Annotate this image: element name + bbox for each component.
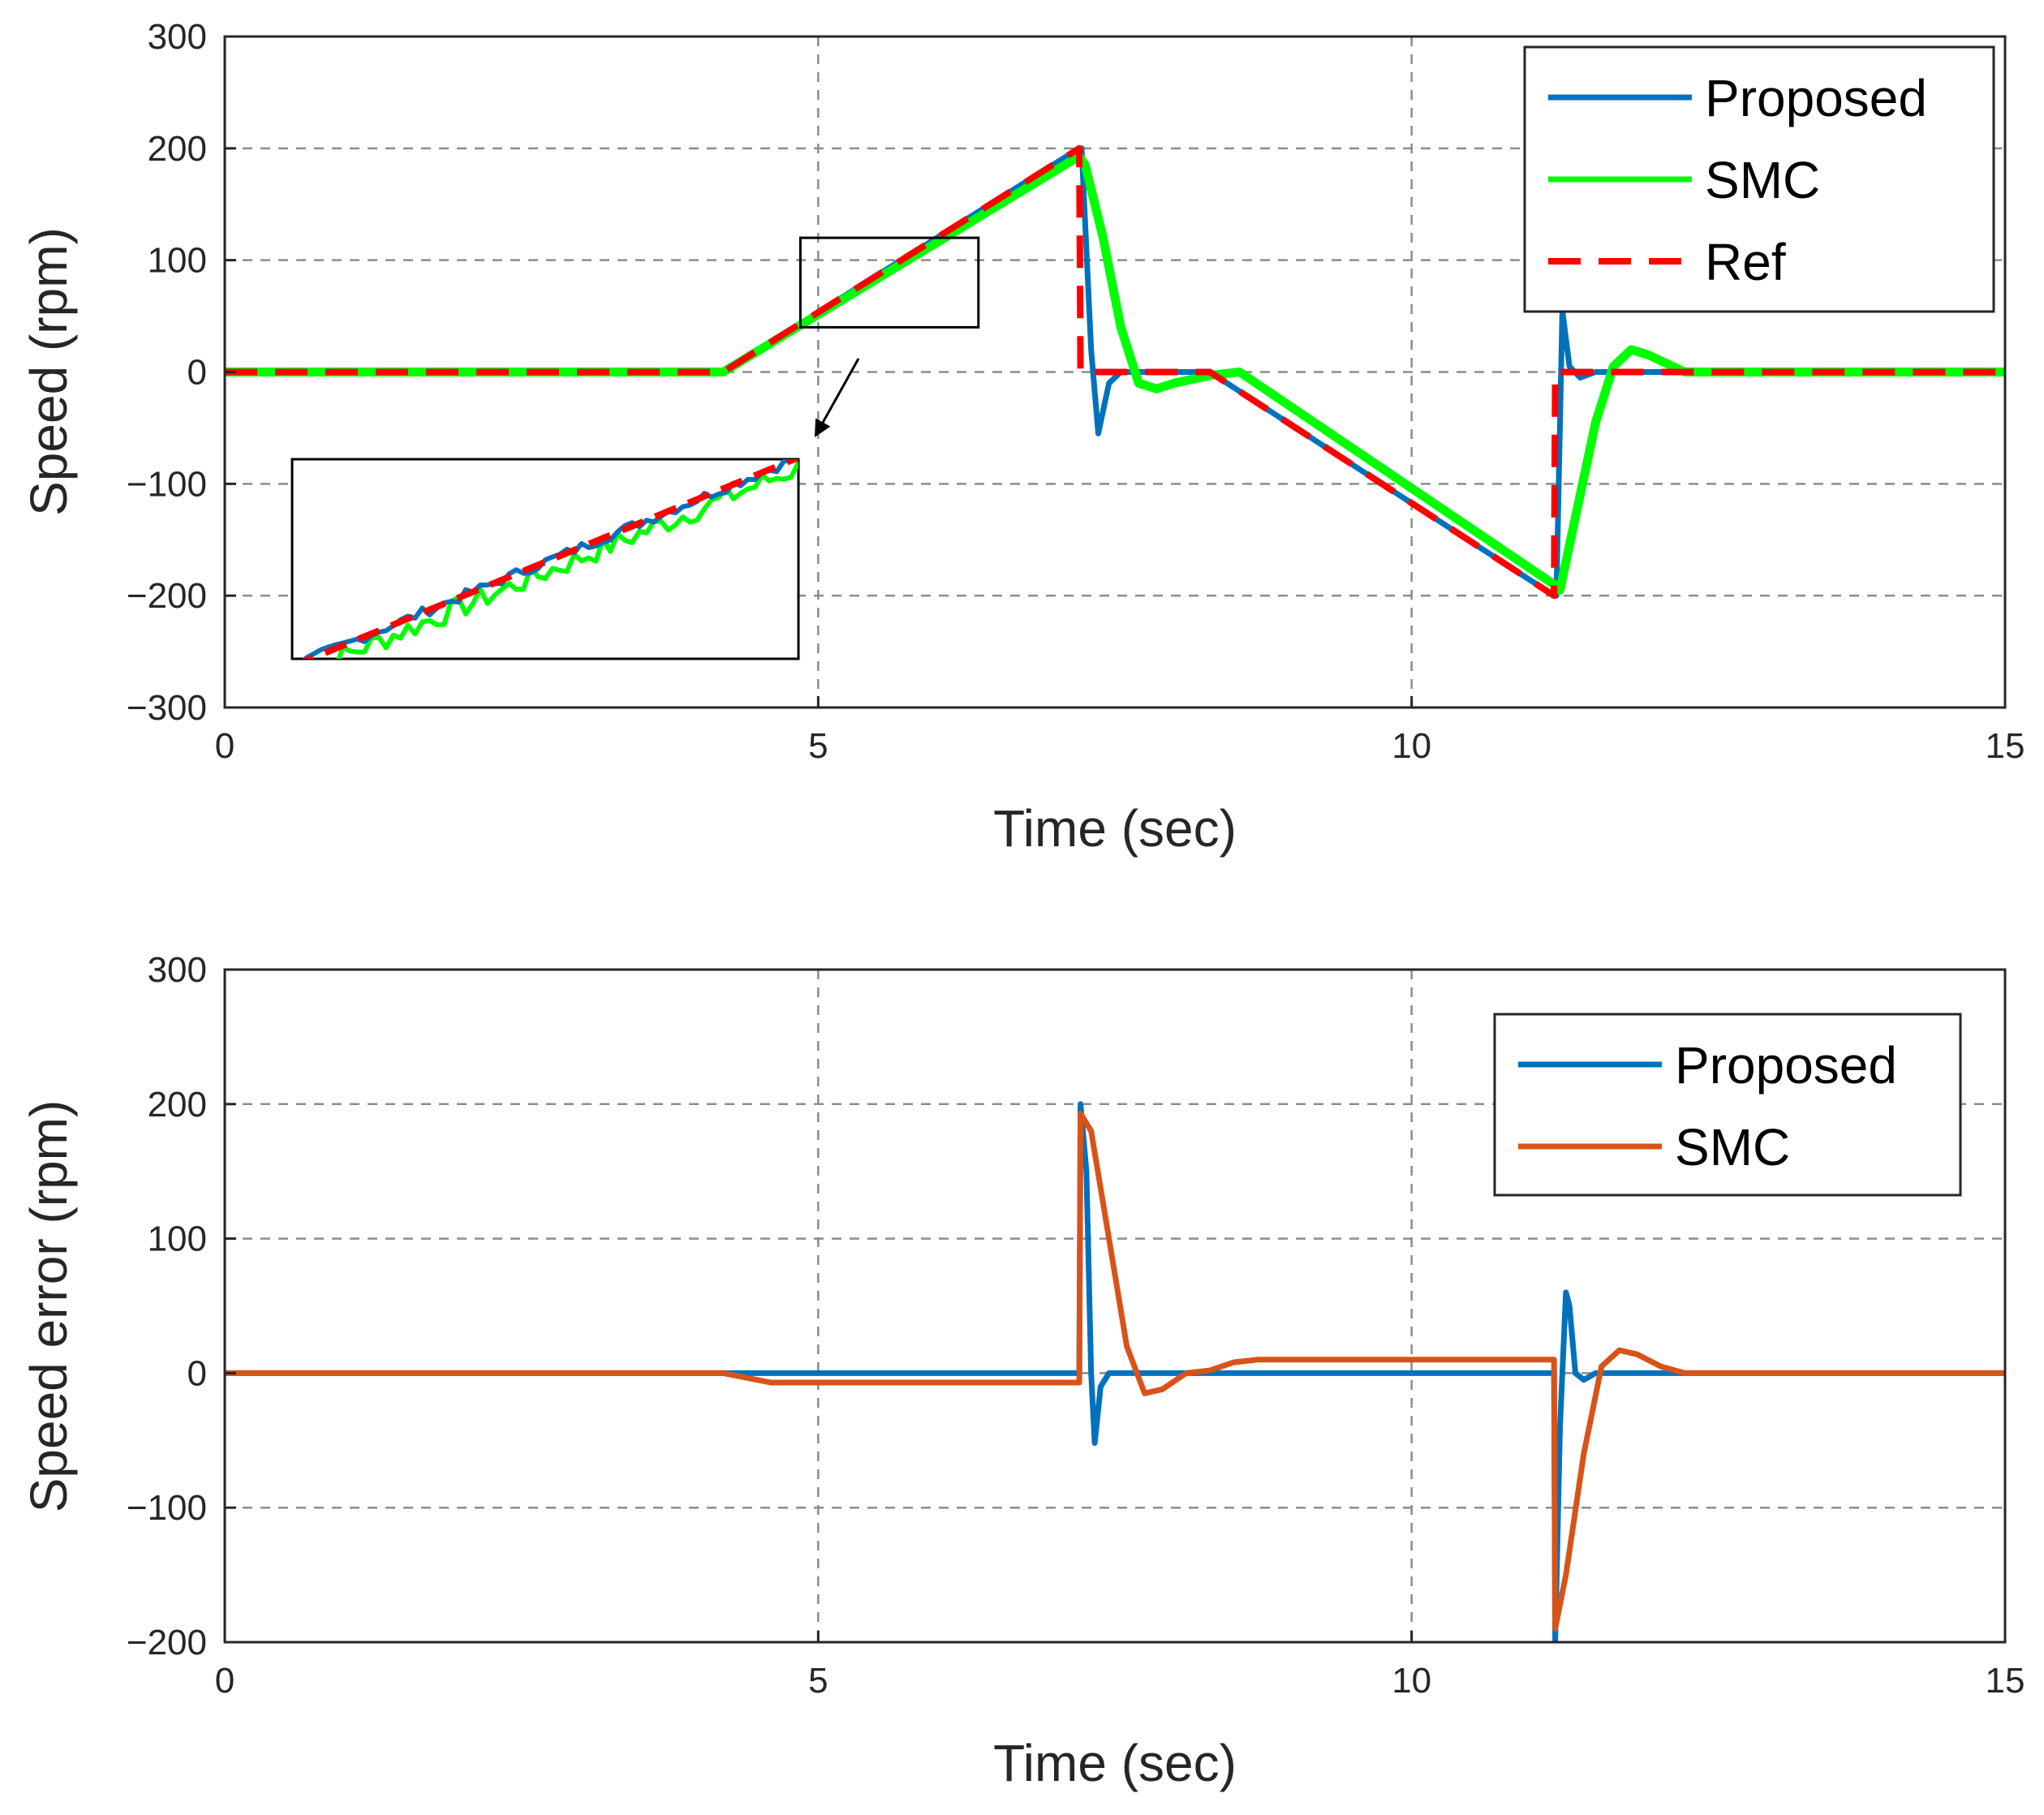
y-tick-label: −200 (127, 1623, 207, 1662)
inset-zoom (290, 458, 800, 660)
y-tick-label: 100 (148, 1219, 207, 1259)
inset-line-smc (336, 461, 798, 659)
y-axis-label: Speed (rpm) (19, 227, 78, 516)
series-group (225, 144, 2005, 600)
legend-label-smc: SMC (1705, 151, 1820, 209)
y-tick-label: 0 (187, 1353, 207, 1393)
legend: Proposed SMC (1493, 1013, 1962, 1197)
legend-label-proposed: Proposed (1705, 69, 1927, 127)
x-tick-label: 15 (1986, 726, 2025, 766)
y-tick-label: 0 (187, 353, 207, 393)
x-tick-label: 15 (1986, 1661, 2025, 1701)
x-axis-label: Time (sec) (993, 799, 1237, 858)
x-tick-label: 10 (1392, 726, 1431, 766)
y-tick-label: 300 (148, 17, 207, 57)
series-line-smc (225, 1110, 2005, 1632)
y-axis-label: Speed error (rpm) (19, 1100, 78, 1513)
y-tick-label: −200 (127, 576, 207, 616)
inset-line-ref (302, 459, 798, 659)
speed-error-chart: 0 5 10 15 −200 −100 0 100 200 300 Time (sec) Spee… (19, 950, 2025, 1792)
x-tick-label: 0 (215, 726, 235, 766)
x-tick-label: 0 (215, 1661, 235, 1701)
legend-box (1493, 1013, 1962, 1197)
legend-label-proposed: Proposed (1675, 1036, 1897, 1095)
y-tick-label: 100 (148, 241, 207, 281)
zoom-arrow (814, 358, 860, 437)
legend-label-smc: SMC (1675, 1118, 1790, 1176)
y-tick-label: −100 (127, 1488, 207, 1528)
x-axis-label: Time (sec) (993, 1734, 1237, 1792)
series-group (225, 1101, 2005, 1642)
y-tick-label: −100 (127, 464, 207, 504)
y-tick-label: 200 (148, 129, 207, 169)
axes-box (223, 968, 2007, 1644)
tick-labels: 0 5 10 15 −300 −200 −100 0 100 200 300 (127, 17, 2025, 766)
inset-series-group (302, 459, 798, 659)
y-tick-label: −300 (127, 688, 207, 728)
legend: Proposed SMC Ref (1523, 45, 1995, 313)
series-line-smc (225, 152, 2005, 595)
x-tick-label: 5 (808, 1661, 828, 1701)
tick-labels: 0 5 10 15 −200 −100 0 100 200 300 (127, 950, 2025, 1701)
x-tick-label: 10 (1392, 1661, 1431, 1701)
x-tick-label: 5 (808, 726, 828, 766)
series-line-ref (225, 144, 2005, 600)
legend-label-ref: Ref (1705, 233, 1786, 291)
zoom-region-rect (798, 236, 980, 329)
series-line-proposed (225, 1101, 2005, 1642)
zoom-region-box (798, 236, 980, 329)
y-tick-label: 200 (148, 1085, 207, 1125)
y-tick-label: 300 (148, 950, 207, 990)
